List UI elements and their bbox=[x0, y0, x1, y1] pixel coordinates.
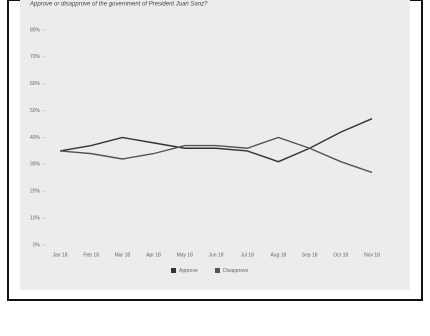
series-line bbox=[59, 118, 373, 163]
series-line bbox=[59, 136, 373, 174]
x-tick-label: Nov 18 bbox=[364, 252, 380, 258]
y-tick-label: 10% bbox=[30, 215, 41, 221]
y-tick-label: 40% bbox=[30, 135, 41, 141]
y-tick-label: 70% bbox=[30, 54, 41, 60]
x-tick-label: Jul 18 bbox=[241, 252, 255, 258]
x-tick-label: Mar 18 bbox=[115, 252, 131, 258]
x-tick-label: Sep 18 bbox=[302, 252, 318, 258]
x-tick-label: Jun 18 bbox=[208, 252, 223, 258]
x-tick-label: May 18 bbox=[177, 252, 194, 258]
legend-swatch bbox=[171, 268, 176, 273]
x-tick-label: Oct 18 bbox=[333, 252, 348, 258]
x-tick-label: Aug 18 bbox=[270, 252, 286, 258]
y-tick-label: 50% bbox=[30, 108, 41, 114]
x-tick-label: Apr 18 bbox=[146, 252, 161, 258]
chart-title: Approve or disapprove of the government … bbox=[29, 2, 208, 8]
legend-label: Approve bbox=[179, 268, 198, 274]
x-tick-label: Feb 18 bbox=[83, 252, 99, 258]
y-tick-label: 0% bbox=[33, 242, 41, 248]
y-tick-label: 20% bbox=[30, 189, 41, 195]
y-tick-label: 60% bbox=[30, 81, 41, 87]
y-tick-label: 80% bbox=[30, 27, 41, 33]
x-tick-label: Jan 18 bbox=[52, 252, 67, 258]
legend-swatch bbox=[215, 268, 220, 273]
y-tick-label: 30% bbox=[30, 162, 41, 168]
legend-label: Disapprove bbox=[223, 268, 249, 274]
